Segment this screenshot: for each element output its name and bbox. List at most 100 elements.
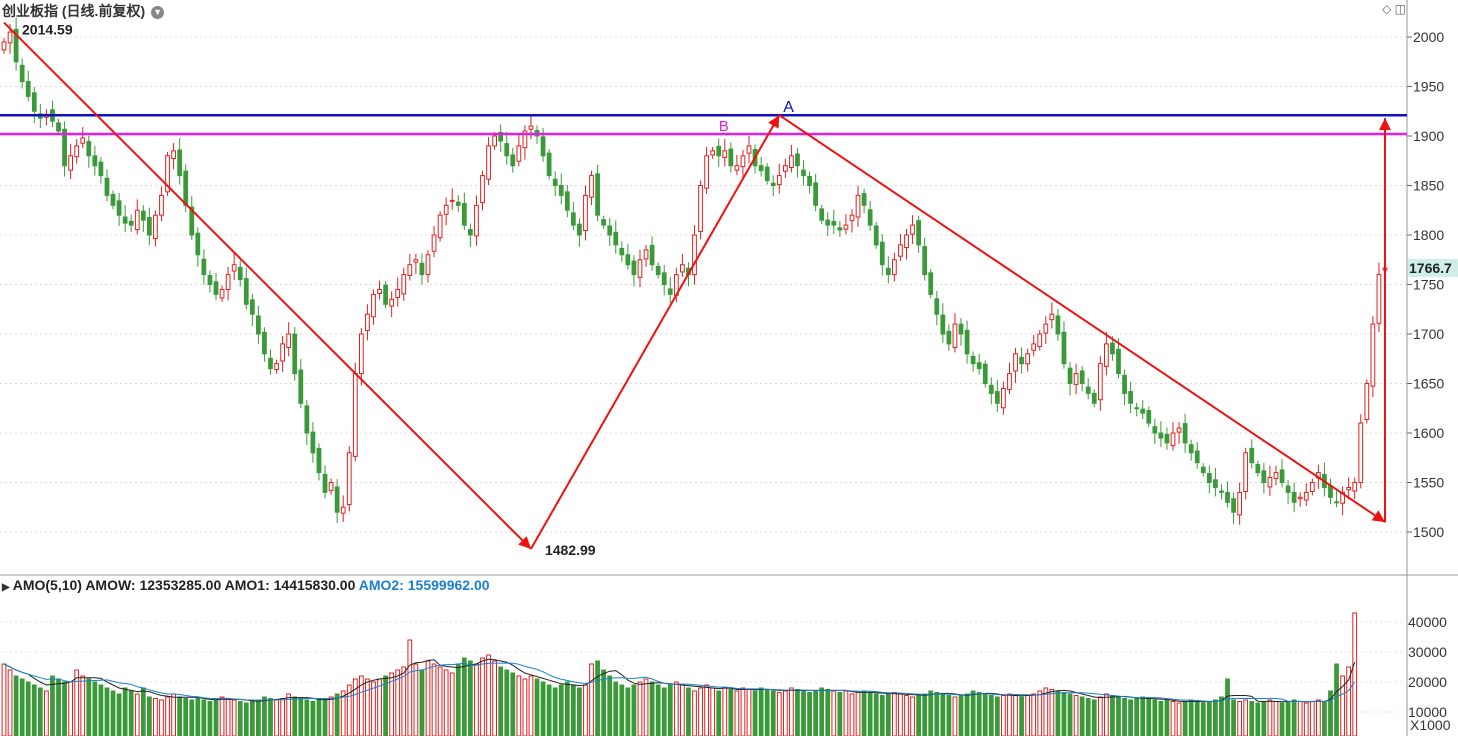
candle-body <box>728 148 734 167</box>
volume-bar <box>62 681 67 736</box>
candle-body <box>601 219 607 226</box>
candle-body <box>292 333 298 375</box>
candle-body <box>1073 373 1079 385</box>
volume-bar <box>1140 696 1146 736</box>
volume-bar <box>619 684 625 736</box>
volume-bar <box>1 663 7 736</box>
candle-body <box>710 150 716 156</box>
volume-bar <box>540 681 546 736</box>
volume-bar <box>86 678 92 736</box>
triangle-right-icon[interactable]: ▶ <box>2 582 10 593</box>
volume-bar <box>243 702 249 736</box>
candle-body <box>1128 391 1133 404</box>
candle-body <box>994 391 1000 404</box>
volume-bar <box>274 699 279 736</box>
candle-body <box>1001 387 1006 409</box>
candle-body <box>716 145 722 157</box>
volume-bar <box>758 687 764 736</box>
candle-body <box>619 247 625 256</box>
volume-bar <box>74 669 80 736</box>
candle-body <box>395 288 401 299</box>
volume-bar <box>855 692 861 736</box>
volume-bar <box>37 687 43 736</box>
volume-bar <box>455 663 461 736</box>
chart-title: 创业板指 (日线.前复权) ▼ <box>2 1 165 21</box>
candle-body <box>1376 274 1382 324</box>
candle-body <box>7 31 13 44</box>
volume-bar <box>928 690 934 736</box>
candle-body <box>455 201 461 206</box>
candle-body <box>946 330 952 345</box>
candle-body <box>68 155 74 171</box>
volume-bar <box>1255 702 1261 736</box>
volume-bar <box>322 698 328 736</box>
volume-bar <box>256 699 261 736</box>
candle-body <box>346 452 352 506</box>
candle-body <box>1049 313 1055 321</box>
amo2-value: AMO2: 15599962.00 <box>358 577 490 593</box>
candle-body <box>892 259 897 276</box>
volume-bar <box>207 701 213 736</box>
candle-body <box>1103 343 1109 367</box>
volume-bar <box>643 678 649 736</box>
volume-bar <box>1273 701 1279 736</box>
volume-bar <box>892 692 897 736</box>
price-tick-label: 1800 <box>1413 227 1444 243</box>
volume-bar <box>680 684 685 736</box>
candle-body <box>1110 342 1115 355</box>
volume-bar <box>195 696 201 736</box>
volume-bar <box>649 681 655 736</box>
candle-body <box>1206 472 1212 483</box>
volume-bar <box>746 689 752 736</box>
candle-body <box>86 141 92 157</box>
trend-arrow-head <box>1371 510 1385 523</box>
volume-bar <box>522 678 528 736</box>
volume-bar <box>504 669 510 736</box>
volume-bar <box>358 675 364 736</box>
candle-body <box>25 81 31 97</box>
candle-body <box>704 155 709 189</box>
volume-bar <box>1225 678 1230 736</box>
volume-bar <box>837 692 843 736</box>
candle-body <box>922 246 928 276</box>
volume-bar <box>728 689 734 736</box>
volume-bar <box>631 684 637 736</box>
volume-bar <box>340 690 346 736</box>
candle-body <box>1140 408 1146 414</box>
volume-bar <box>577 687 582 736</box>
volume-bar <box>994 696 1000 736</box>
candle-body <box>268 357 273 370</box>
volume-bar <box>140 687 146 736</box>
candle-body <box>1122 374 1127 394</box>
candle-body <box>13 28 19 63</box>
volume-bar <box>110 690 116 736</box>
toolbar-icons: ◇ ◫ <box>1382 2 1406 16</box>
volume-bar <box>159 699 164 736</box>
candle-body <box>80 137 86 144</box>
volume-bar <box>583 684 588 736</box>
candle-body <box>195 232 201 256</box>
candle-body <box>98 161 104 177</box>
amo1-line <box>3 658 1356 703</box>
volume-bar <box>825 689 831 736</box>
volume-bar <box>480 657 485 736</box>
candle-body <box>492 135 497 147</box>
diamond-icon[interactable]: ◇ <box>1382 2 1392 16</box>
candle-body <box>92 155 98 167</box>
candle-body <box>486 145 491 180</box>
volume-bar <box>1352 612 1358 736</box>
chevron-down-icon[interactable]: ▼ <box>151 6 165 19</box>
candle-body <box>1200 466 1206 474</box>
candle-body <box>625 254 631 266</box>
volume-bar <box>1176 702 1182 736</box>
candle-body <box>680 264 685 273</box>
candle-body <box>480 175 485 204</box>
candle-body <box>516 145 522 162</box>
candle-body <box>56 122 61 132</box>
candle-body <box>425 254 431 276</box>
candle-body <box>904 234 909 249</box>
volume-bar <box>183 698 189 736</box>
candle-body <box>1043 323 1049 334</box>
window-icon[interactable]: ◫ <box>1394 2 1406 16</box>
